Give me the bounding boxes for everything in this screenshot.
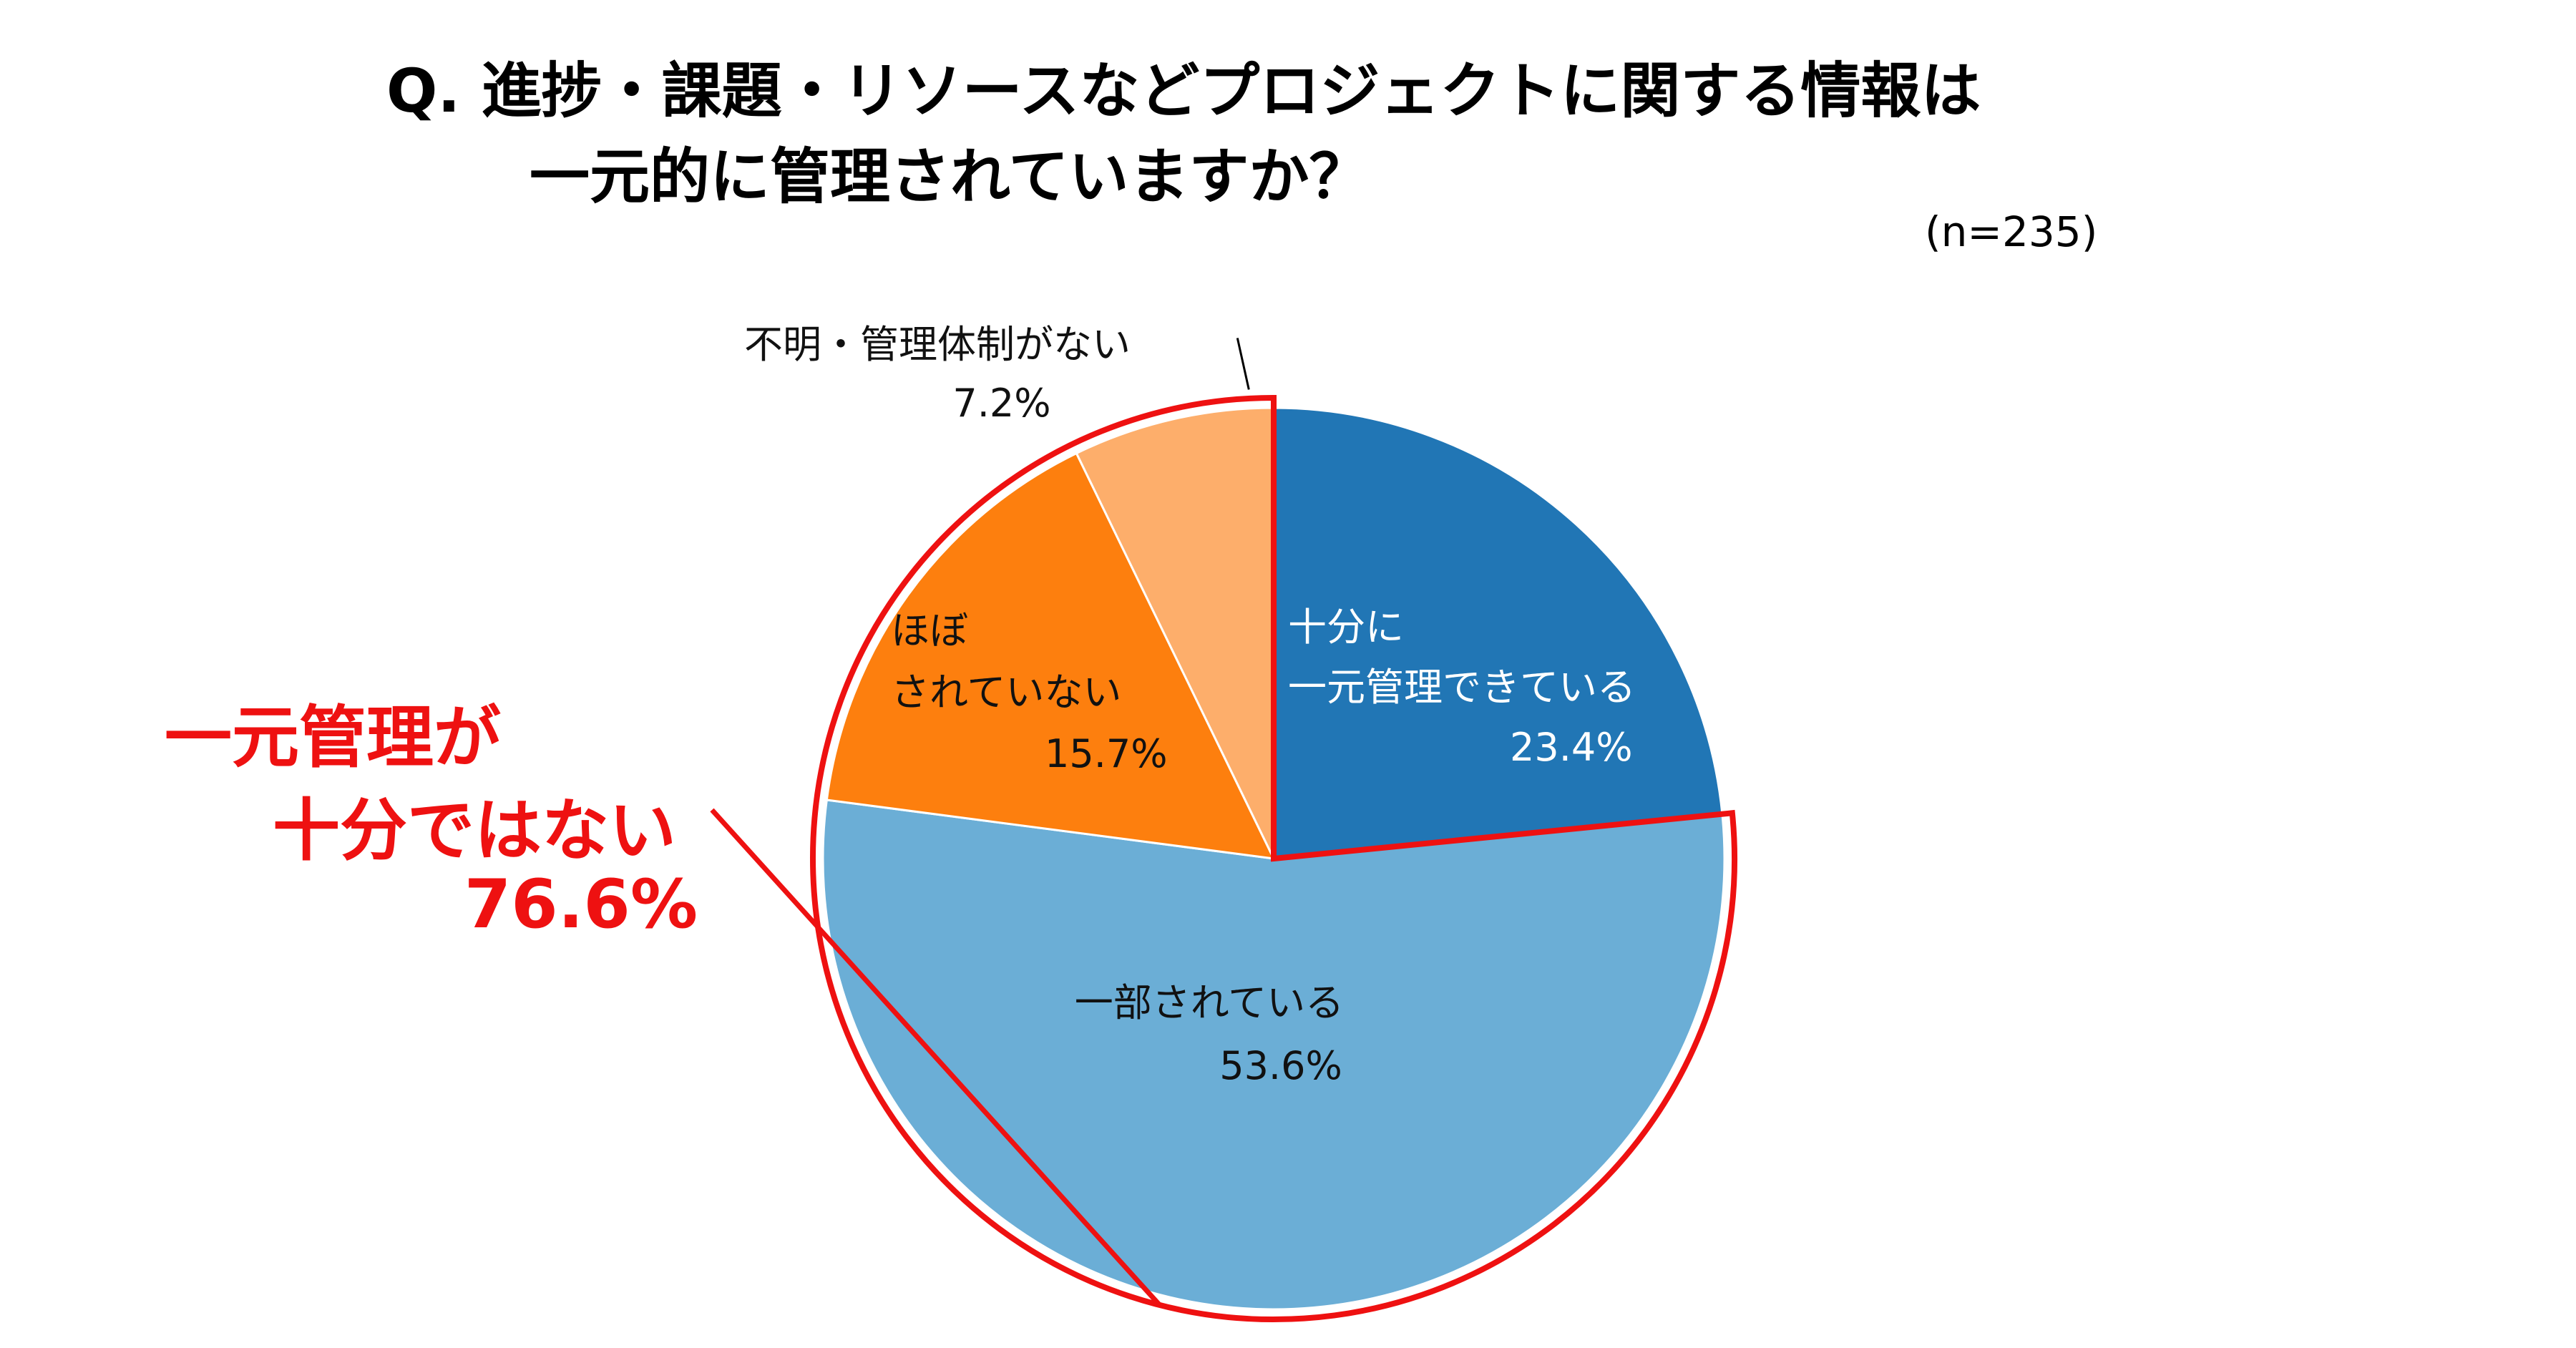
slice-category-label: 一元管理できている (1288, 665, 1636, 710)
slice-fully-managed (1272, 406, 1724, 860)
highlight-label-line-2: 十分ではない (272, 792, 676, 870)
label-unknown: 不明・管理体制がない 7.2% (744, 322, 1131, 426)
slice-leader-line (1236, 338, 1250, 390)
chart-title-line-2: 一元的に管理されていますか？ (530, 142, 1370, 212)
slice-category-label: 不明・管理体制がない (744, 322, 1131, 367)
slice-value-label: 7.2% (952, 381, 1050, 426)
slice-mostly-not-managed (825, 451, 1276, 860)
slice-value-label: 53.6% (1219, 1043, 1342, 1088)
slice-unknown (1075, 406, 1275, 859)
highlight-leader-line (710, 808, 1162, 1307)
highlight-outline (809, 394, 1737, 1322)
highlight-label-line-1: 一元管理が (164, 699, 501, 777)
slice-value-label: 15.7% (1045, 731, 1168, 776)
slice-category-label: ほぼ (891, 608, 968, 653)
slice-category-label: 一部されている (1075, 980, 1344, 1025)
label-mostly-not-managed: ほぼされていない 15.7% (891, 608, 1168, 776)
slice-category-label: 十分に (1288, 605, 1404, 650)
highlight-value-label: 76.6% (464, 866, 698, 944)
chart-title-line-1: Q. 進捗・課題・リソースなどプロジェクトに関する情報は (386, 56, 1981, 126)
label-partially-managed: 一部されている 53.6% (1075, 980, 1344, 1088)
label-fully-managed: 十分に一元管理できている 23.4% (1288, 605, 1636, 770)
slice-value-label: 23.4% (1510, 725, 1633, 770)
sample-size-label: (n=235) (1925, 207, 2098, 256)
slice-category-label: されていない (891, 670, 1121, 715)
